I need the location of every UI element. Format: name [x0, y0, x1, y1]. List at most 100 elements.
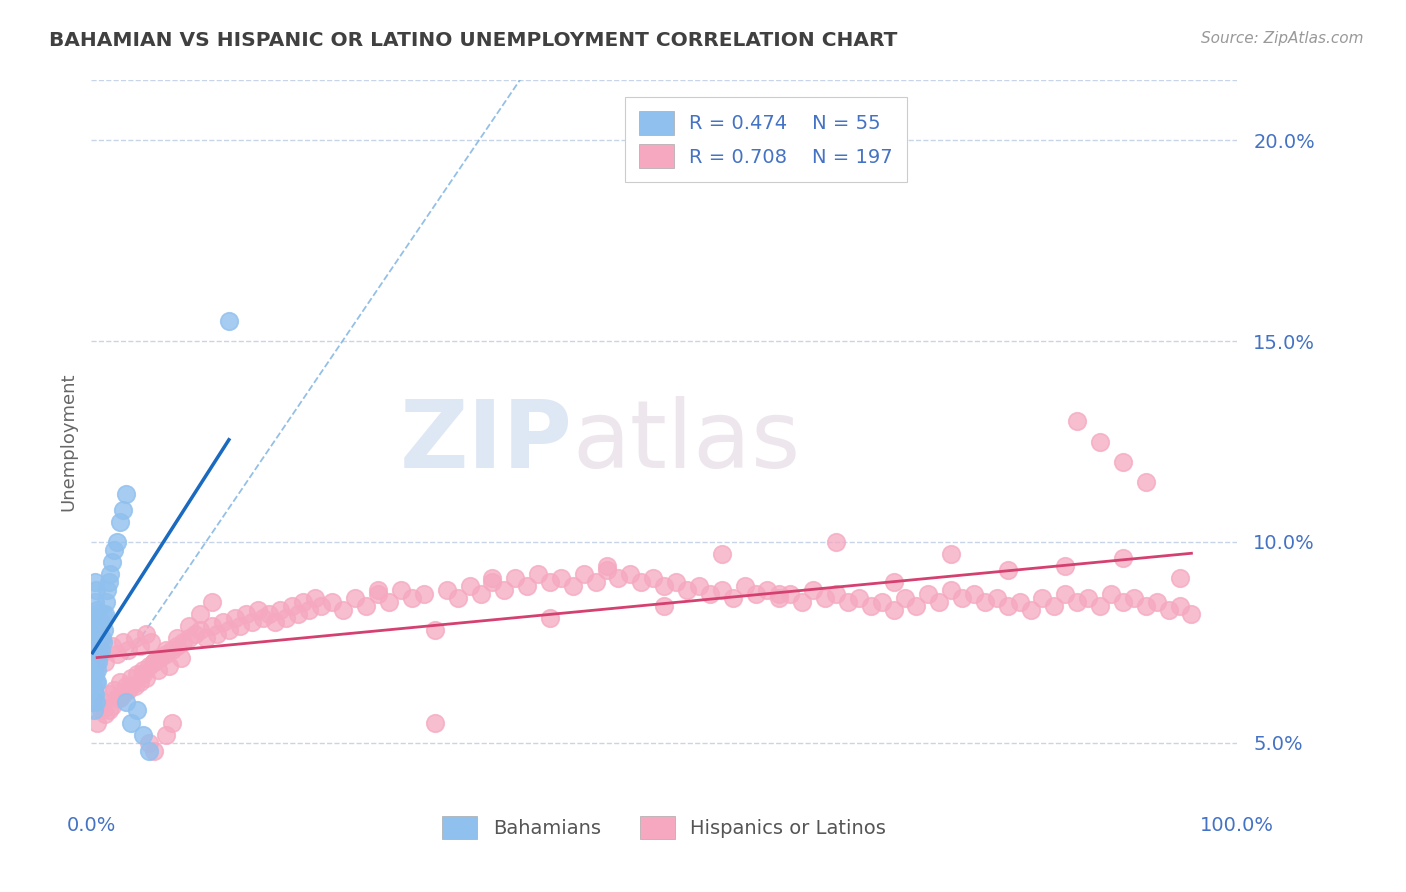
Point [801, 583, 824, 598]
Point [458, 579, 481, 593]
Point [756, 583, 779, 598]
Point [84, 696, 107, 710]
Point [105, 648, 128, 662]
Point [83, 635, 105, 649]
Point [1066, 595, 1088, 609]
Point [91, 635, 114, 649]
Point [84, 583, 107, 598]
Point [378, 595, 401, 609]
Point [1031, 591, 1053, 606]
Point [166, 639, 188, 653]
Point [1099, 587, 1122, 601]
Point [882, 603, 904, 617]
Point [974, 595, 997, 609]
Point [848, 591, 870, 606]
Point [550, 571, 572, 585]
Point [309, 599, 332, 614]
Point [263, 615, 285, 630]
Point [86, 603, 108, 617]
Point [710, 583, 733, 598]
Point [218, 623, 240, 637]
Point [492, 583, 515, 598]
Point [149, 651, 172, 665]
Point [93, 623, 115, 637]
Point [90, 615, 112, 630]
Point [516, 579, 538, 593]
Point [298, 603, 321, 617]
Point [641, 571, 664, 585]
Point [596, 563, 619, 577]
Point [1146, 595, 1168, 609]
Point [112, 635, 135, 649]
Point [321, 595, 343, 609]
Point [97, 687, 120, 701]
Point [1180, 607, 1202, 621]
Point [1168, 599, 1191, 614]
Point [121, 671, 143, 685]
Point [82, 696, 104, 710]
Point [155, 728, 177, 742]
Point [790, 595, 813, 609]
Point [201, 595, 224, 609]
Point [246, 603, 269, 617]
Point [734, 579, 756, 593]
Point [561, 579, 583, 593]
Point [447, 591, 470, 606]
Point [630, 574, 652, 589]
Point [1088, 434, 1111, 449]
Point [139, 635, 162, 649]
Point [94, 607, 117, 621]
Point [84, 635, 107, 649]
Point [257, 607, 280, 621]
Point [127, 703, 149, 717]
Point [94, 655, 117, 669]
Point [287, 607, 309, 621]
Point [83, 615, 105, 630]
Point [121, 715, 143, 730]
Point [1066, 414, 1088, 428]
Point [105, 691, 128, 706]
Point [1135, 475, 1157, 489]
Point [83, 574, 105, 589]
Point [676, 583, 699, 598]
Point [470, 587, 492, 601]
Point [83, 648, 105, 662]
Point [917, 587, 939, 601]
Point [157, 659, 180, 673]
Point [132, 667, 155, 681]
Point [688, 579, 710, 593]
Point [928, 595, 950, 609]
Point [83, 615, 105, 630]
Point [1088, 599, 1111, 614]
Point [224, 611, 246, 625]
Y-axis label: Unemployment: Unemployment [59, 372, 77, 511]
Point [82, 675, 104, 690]
Point [155, 648, 177, 662]
Point [281, 599, 304, 614]
Point [1111, 454, 1133, 469]
Point [837, 595, 859, 609]
Point [292, 595, 315, 609]
Point [1111, 595, 1133, 609]
Point [538, 611, 561, 625]
Point [401, 591, 423, 606]
Point [481, 571, 503, 585]
Point [1008, 595, 1031, 609]
Point [124, 680, 146, 694]
Point [117, 683, 139, 698]
Point [894, 591, 917, 606]
Point [212, 615, 235, 630]
Point [652, 599, 675, 614]
Point [96, 595, 118, 609]
Point [132, 728, 155, 742]
Point [652, 579, 675, 593]
Point [84, 615, 107, 630]
Point [745, 587, 768, 601]
Point [83, 683, 105, 698]
Point [82, 655, 104, 669]
Point [89, 648, 111, 662]
Point [389, 583, 412, 598]
Point [101, 639, 124, 653]
Point [135, 627, 157, 641]
Point [825, 587, 848, 601]
